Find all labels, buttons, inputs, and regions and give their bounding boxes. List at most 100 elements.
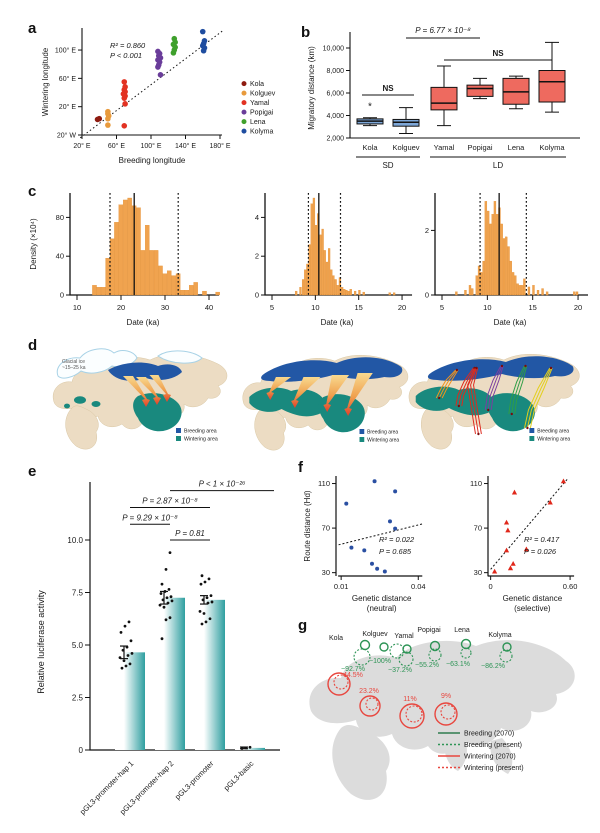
hist-bar [393, 292, 396, 296]
wintering-area [487, 393, 535, 432]
hist-bar [193, 282, 198, 296]
data-point [492, 568, 498, 574]
wintering-present-circle [333, 674, 349, 690]
hist-bar [175, 273, 181, 296]
hist-bar [96, 287, 102, 296]
data-point [349, 545, 354, 550]
replicate-dot [207, 577, 211, 581]
wintering-area [91, 401, 101, 407]
replicate-dot [122, 659, 126, 663]
route-endpoint [524, 364, 527, 368]
g-legend-label: Wintering (present) [464, 765, 524, 772]
replicate-dot [200, 622, 204, 626]
legend-marker [241, 128, 247, 134]
data-point-Lena [170, 50, 177, 56]
y-tick-label: 110 [318, 479, 330, 488]
wintering-change-pct: 23.2% [359, 688, 379, 695]
replicate-dot [124, 664, 128, 668]
y-tick-label: 0 [255, 291, 259, 300]
data-point-Kolyma [199, 28, 206, 35]
hist-bar [496, 214, 499, 296]
x-axis-title: Breeding longitude [119, 156, 186, 165]
map-legend-swatch [359, 437, 365, 442]
group-label-ld: LD [493, 161, 503, 170]
legend-label: Kolguev [250, 91, 276, 98]
hist-bar [484, 201, 488, 296]
legend-marker [241, 100, 247, 106]
wintering-2070-circle [327, 672, 351, 696]
data-point-Kolyma [200, 47, 207, 54]
migration-route [467, 367, 476, 435]
panel-label-c: c [28, 183, 37, 200]
x-tick-label: 20 [117, 303, 125, 312]
hist-bar [158, 265, 163, 296]
breeding-present-circle [353, 648, 371, 666]
hist-bar [536, 290, 540, 296]
legend-marker [241, 90, 247, 96]
map-india [444, 734, 467, 771]
migration-route [529, 367, 553, 429]
replicate-dot [126, 654, 130, 657]
replicate-dot [202, 612, 206, 615]
hist-bar [486, 210, 490, 296]
panel-e-chart: 0 2.5 5.0 7.5 10.0 P = 0.81 P = 9.29 × 10⁻⁸ P =… [36, 480, 280, 816]
map-legend-swatch [359, 429, 365, 434]
replicate-dot [168, 616, 172, 620]
x-tick-label: 40 [205, 303, 213, 312]
breeding-change-pct: −86.2% [481, 663, 505, 670]
wintering-2070-circle [359, 695, 381, 717]
category-label: Yamal [434, 143, 455, 152]
data-point [382, 569, 387, 574]
breeding-2070-circle [379, 642, 389, 652]
panel-a-chart: 20° E 60° E 100° E 140° E 180° E 20° W 20° E 60… [41, 28, 276, 165]
replicate-dot [162, 605, 166, 609]
category-label: Kolyma [539, 143, 565, 152]
replicate-dot [161, 598, 165, 602]
data-point [505, 527, 511, 533]
data-point [372, 479, 377, 484]
wintering-area [64, 403, 70, 409]
hist-bar [516, 283, 519, 296]
group-label-sd: SD [382, 161, 393, 170]
replicate-dot [123, 624, 127, 628]
map-legend-swatch [176, 428, 181, 433]
legend-label: Lena [250, 119, 266, 126]
hist-bar [358, 290, 361, 296]
data-point [507, 565, 514, 571]
route-endpoint [477, 432, 480, 436]
replicate-dot [163, 590, 167, 593]
replicate-dot [244, 746, 248, 750]
legend-label: Yamal [250, 100, 270, 107]
legend-marker [241, 119, 247, 125]
map-routes: Breeding area Wintering area [408, 354, 580, 450]
hist-bar [491, 214, 494, 296]
breeding-2070-circle [429, 640, 441, 652]
hist-bar [509, 260, 512, 296]
data-point-Popigai [155, 64, 161, 70]
migration-arrow [323, 375, 350, 412]
replicate-dot [118, 656, 122, 659]
site-name: Lena [454, 627, 470, 634]
x-axis-subtitle: (selective) [514, 604, 551, 613]
bar-pGL3-promoter-hap 1 [115, 652, 145, 750]
replicate-dot [164, 618, 168, 622]
migration-route [511, 365, 526, 415]
map-legend-label: Breeding area [367, 429, 398, 435]
replicate-dot [164, 568, 168, 571]
p-value-label: P < 1 × 10⁻²⁶ [199, 480, 247, 489]
migration-arrow [266, 377, 292, 400]
hist-bar [511, 272, 515, 296]
migration-route [514, 365, 528, 415]
replicate-dot [200, 574, 204, 578]
replicate-dot [120, 666, 124, 670]
wintering-change-pct: 9% [441, 693, 451, 700]
hist-bar [304, 269, 307, 296]
wintering-2070-circle [399, 703, 425, 729]
x-tick-label: 15 [355, 303, 363, 312]
hist-bar [477, 265, 481, 296]
x-tick-label: 60° E [108, 142, 126, 150]
regression-line [79, 29, 224, 139]
bar-pGL3-promoter-hap 2 [155, 597, 185, 750]
x-axis-title: Date (ka) [321, 318, 354, 327]
breeding-present-circle [389, 643, 405, 659]
